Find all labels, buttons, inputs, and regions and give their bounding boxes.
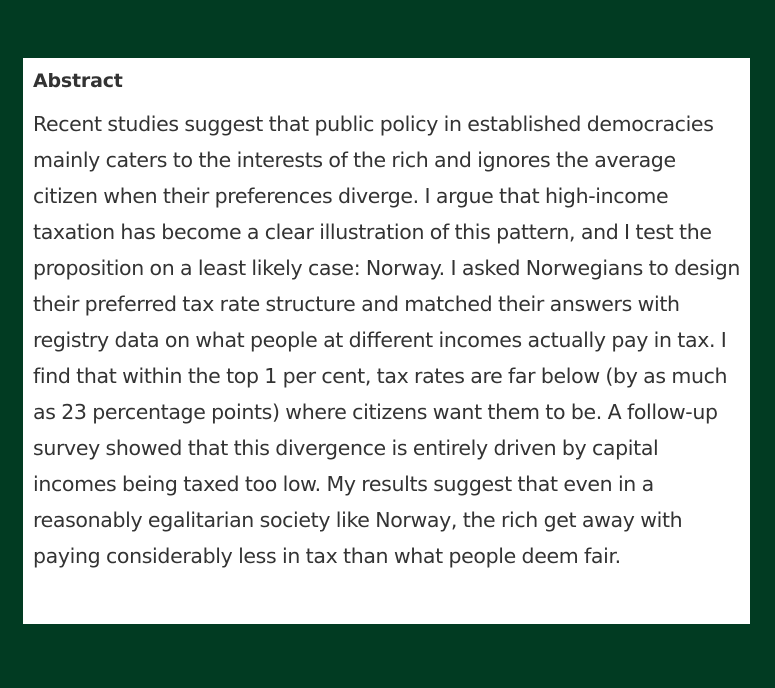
abstract-card: Abstract Recent studies suggest that pub… [23,58,750,624]
abstract-heading: Abstract [33,70,123,92]
abstract-text: Recent studies suggest that public polic… [33,112,741,568]
